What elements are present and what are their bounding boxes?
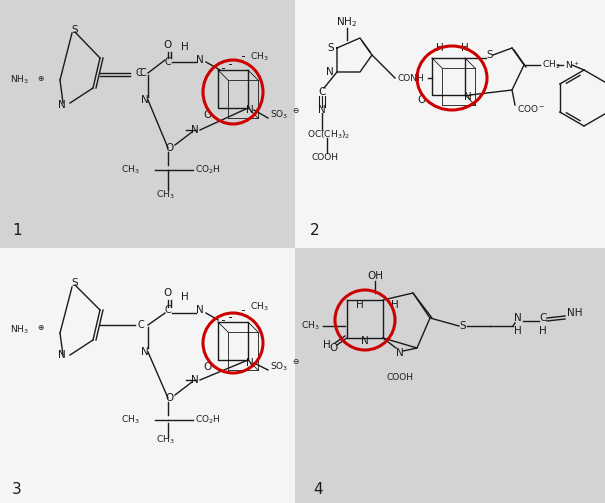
Text: CH$_3$: CH$_3$ <box>301 320 320 332</box>
Text: H: H <box>391 300 399 310</box>
Text: NH$_2$: NH$_2$ <box>336 15 358 29</box>
Text: N: N <box>191 125 199 135</box>
Text: $\oplus$: $\oplus$ <box>37 73 45 82</box>
Text: CH$_3$: CH$_3$ <box>155 189 174 201</box>
Text: C: C <box>138 320 145 330</box>
Text: N: N <box>318 105 326 115</box>
Text: S: S <box>327 43 334 53</box>
Text: N: N <box>191 375 199 385</box>
Text: $\ominus$: $\ominus$ <box>292 106 299 115</box>
Text: CH$_3$: CH$_3$ <box>155 434 174 446</box>
Bar <box>295 248 605 503</box>
Text: CH$_3$: CH$_3$ <box>250 301 269 313</box>
Text: O: O <box>166 393 174 403</box>
Text: $\oplus$: $\oplus$ <box>37 323 45 332</box>
Text: S: S <box>71 25 78 35</box>
Text: H: H <box>461 43 469 53</box>
Bar <box>295 0 605 248</box>
Text: C: C <box>140 68 147 78</box>
Text: CH$_3$: CH$_3$ <box>120 164 139 176</box>
Text: N: N <box>141 95 149 105</box>
Text: H: H <box>539 326 547 336</box>
Text: NH$_3$: NH$_3$ <box>10 74 28 86</box>
Text: O: O <box>329 343 337 353</box>
Text: OC(CH$_3$)$_2$: OC(CH$_3$)$_2$ <box>307 129 350 141</box>
Text: O: O <box>166 143 174 153</box>
Text: N: N <box>196 55 204 65</box>
Text: CO$_2$H: CO$_2$H <box>195 414 221 426</box>
Text: CONH: CONH <box>397 73 423 82</box>
Text: H: H <box>356 300 364 310</box>
Text: N: N <box>396 348 404 358</box>
Text: C: C <box>165 57 171 67</box>
Text: C: C <box>318 87 325 97</box>
Text: NH: NH <box>567 308 583 318</box>
Text: 2: 2 <box>310 223 319 238</box>
Text: H: H <box>323 340 331 350</box>
Text: N: N <box>246 105 254 115</box>
Text: N: N <box>58 100 66 110</box>
Text: 3: 3 <box>12 482 22 497</box>
Text: N: N <box>196 305 204 315</box>
Text: NH$_3$: NH$_3$ <box>10 324 28 336</box>
Bar <box>0 0 295 248</box>
Text: S: S <box>71 278 78 288</box>
Text: H: H <box>436 43 444 53</box>
Text: N: N <box>464 92 472 102</box>
Text: C: C <box>165 305 171 315</box>
Text: N: N <box>58 350 66 360</box>
Text: OH: OH <box>367 271 383 281</box>
Text: N: N <box>141 347 149 357</box>
Text: H: H <box>181 42 189 52</box>
Text: O: O <box>164 40 172 50</box>
Text: CH$_3$: CH$_3$ <box>250 51 269 63</box>
Text: N: N <box>361 336 369 346</box>
Text: H: H <box>514 326 522 336</box>
Text: O: O <box>418 95 426 105</box>
Text: N: N <box>514 313 522 323</box>
Text: S: S <box>460 321 466 331</box>
Text: $\ominus$: $\ominus$ <box>292 358 299 367</box>
Text: COOH: COOH <box>312 153 339 162</box>
Text: C: C <box>135 68 142 78</box>
Text: C: C <box>539 313 547 323</box>
Text: CO$_2$H: CO$_2$H <box>195 164 221 176</box>
Text: CH$_3$: CH$_3$ <box>120 414 139 426</box>
Text: H: H <box>181 292 189 302</box>
Text: 1: 1 <box>12 223 22 238</box>
Text: CH$_2$: CH$_2$ <box>542 59 561 71</box>
Text: O: O <box>204 110 212 120</box>
Text: COO$^-$: COO$^-$ <box>517 103 545 114</box>
Text: SO$_3$: SO$_3$ <box>270 109 289 121</box>
Text: 4: 4 <box>313 482 322 497</box>
Text: N$^+$: N$^+$ <box>565 59 580 71</box>
Bar <box>0 248 295 503</box>
Text: COOH: COOH <box>387 374 413 382</box>
Text: N: N <box>246 358 254 368</box>
Text: O: O <box>164 288 172 298</box>
Text: S: S <box>486 50 493 60</box>
Text: N: N <box>326 67 334 77</box>
Text: SO$_3$: SO$_3$ <box>270 361 289 373</box>
Text: O: O <box>204 362 212 372</box>
